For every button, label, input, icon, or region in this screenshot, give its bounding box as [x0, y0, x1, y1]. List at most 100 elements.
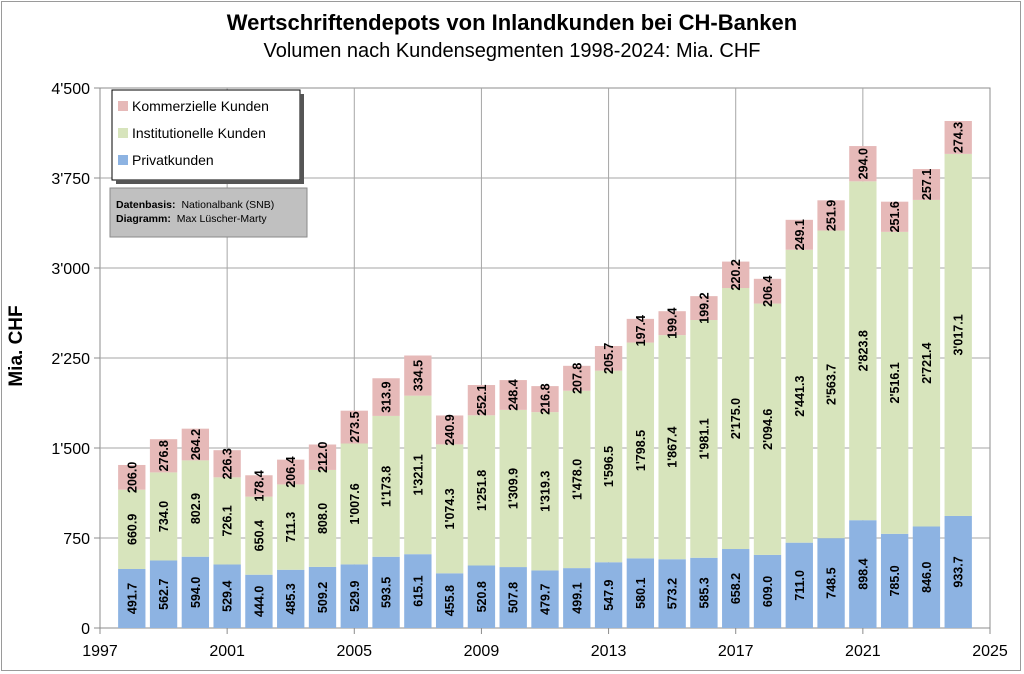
- data-label: 206.0: [125, 462, 139, 493]
- bar-institutionelle-kunden: [118, 489, 146, 569]
- data-label: 2'441.3: [793, 376, 807, 417]
- bar-institutionelle-kunden: [594, 370, 623, 563]
- data-label: 206.4: [284, 456, 298, 487]
- bar-privatkunden: [817, 538, 845, 628]
- data-label: 585.3: [697, 577, 711, 608]
- bar-kommerzielle-kunden: [722, 261, 750, 289]
- data-label: 1'596.5: [602, 446, 616, 487]
- data-label: 1'798.5: [634, 430, 648, 471]
- bar-kommerzielle-kunden: [404, 355, 432, 396]
- data-label: 1'007.6: [348, 483, 362, 524]
- bar-privatkunden: [944, 515, 972, 628]
- y-tick-label: 3'000: [51, 261, 90, 278]
- data-label: 1'321.1: [411, 454, 425, 495]
- data-label: 207.8: [570, 363, 584, 394]
- legend-swatch: [118, 128, 128, 138]
- bar-institutionelle-kunden: [944, 153, 972, 516]
- bar-privatkunden: [308, 566, 337, 628]
- data-label: 520.8: [475, 581, 489, 612]
- legend: Kommerzielle Kunden Institutionelle Kunde…: [111, 89, 304, 184]
- bar-institutionelle-kunden: [849, 181, 877, 521]
- bar-institutionelle-kunden: [626, 342, 655, 559]
- source-line-1: Datenbasis: Nationalbank (SNB): [116, 199, 274, 211]
- bar-privatkunden: [753, 554, 782, 628]
- data-label: 615.1: [411, 575, 425, 606]
- bar-institutionelle-kunden: [372, 415, 400, 557]
- data-label: 1'251.8: [475, 470, 489, 511]
- bar-privatkunden: [467, 565, 496, 628]
- data-label: 197.4: [634, 315, 648, 346]
- x-tick-label: 2021: [845, 643, 881, 660]
- bar-kommerzielle-kunden: [626, 318, 655, 343]
- legend-swatch: [118, 101, 128, 111]
- data-label: 573.2: [666, 578, 680, 609]
- data-label: 1'074.3: [443, 488, 457, 529]
- data-label: 276.8: [157, 440, 171, 471]
- data-label: 547.9: [602, 579, 616, 610]
- bar-kommerzielle-kunden: [563, 365, 591, 391]
- bar-institutionelle-kunden: [308, 469, 337, 567]
- data-label: 594.0: [189, 577, 203, 608]
- data-label: 580.1: [634, 578, 648, 609]
- data-label: 178.4: [252, 470, 266, 501]
- bar-kommerzielle-kunden: [912, 169, 941, 200]
- data-label: 257.1: [920, 169, 934, 200]
- x-tick-label: 1997: [82, 643, 118, 660]
- data-label: 509.2: [316, 582, 330, 613]
- data-label: 898.4: [856, 558, 870, 589]
- bar-kommerzielle-kunden: [594, 345, 623, 371]
- bar-kommerzielle-kunden: [785, 219, 813, 250]
- data-label: 220.2: [729, 259, 743, 290]
- data-label: 660.9: [125, 514, 139, 545]
- data-label: 2'721.4: [920, 343, 934, 384]
- bar-privatkunden: [626, 558, 655, 628]
- legend-shadow-right: [300, 94, 304, 184]
- bar-institutionelle-kunden: [753, 303, 782, 555]
- y-tick-label: 4'500: [51, 81, 90, 98]
- bar-institutionelle-kunden: [277, 484, 305, 570]
- legend-label: Privatkunden: [132, 152, 214, 168]
- bar-institutionelle-kunden: [245, 496, 273, 575]
- bar-privatkunden: [594, 562, 623, 628]
- axes: 0 750 1'500 2'250 3'000 3'750 4'500 1997 2001 200…: [51, 81, 1008, 660]
- data-label: 1'867.4: [666, 427, 680, 468]
- data-label: 313.9: [380, 381, 394, 412]
- data-label: 726.1: [221, 505, 235, 536]
- y-tick-label: 1'500: [51, 441, 90, 458]
- bar-privatkunden: [531, 570, 559, 628]
- bar-institutionelle-kunden: [499, 409, 527, 568]
- bar-privatkunden: [658, 559, 686, 628]
- data-label: 1'478.0: [570, 459, 584, 500]
- bar-privatkunden: [690, 557, 718, 628]
- legend-label: Institutionelle Kunden: [132, 125, 266, 141]
- data-label: 507.8: [507, 582, 521, 613]
- data-label: 1'981.1: [697, 418, 711, 459]
- data-label: 711.0: [793, 570, 807, 601]
- data-label: 846.0: [920, 562, 934, 593]
- data-label: 334.5: [411, 360, 425, 391]
- bar-kommerzielle-kunden: [753, 278, 782, 304]
- bar-kommerzielle-kunden: [213, 450, 241, 478]
- data-label: 251.6: [888, 201, 902, 232]
- bar-institutionelle-kunden: [563, 390, 591, 569]
- bar-institutionelle-kunden: [817, 230, 845, 539]
- bar-institutionelle-kunden: [149, 472, 178, 561]
- data-label: 240.9: [443, 414, 457, 445]
- data-label: 1'309.9: [507, 468, 521, 509]
- data-label: 479.7: [539, 584, 553, 615]
- data-label: 3'017.1: [952, 314, 966, 355]
- bar-privatkunden: [563, 568, 591, 628]
- bar-institutionelle-kunden: [213, 477, 241, 565]
- bar-kommerzielle-kunden: [467, 385, 496, 416]
- bar-institutionelle-kunden: [658, 335, 686, 560]
- data-label: 499.1: [570, 582, 584, 613]
- data-label: 2'516.1: [888, 362, 902, 403]
- bar-kommerzielle-kunden: [435, 415, 464, 445]
- bar-institutionelle-kunden: [181, 460, 210, 557]
- source-line2-label: Diagramm:: [116, 213, 171, 225]
- data-label: 273.5: [348, 411, 362, 442]
- data-label: 802.9: [189, 493, 203, 524]
- data-label: 529.9: [348, 581, 362, 612]
- bar-institutionelle-kunden: [880, 231, 909, 534]
